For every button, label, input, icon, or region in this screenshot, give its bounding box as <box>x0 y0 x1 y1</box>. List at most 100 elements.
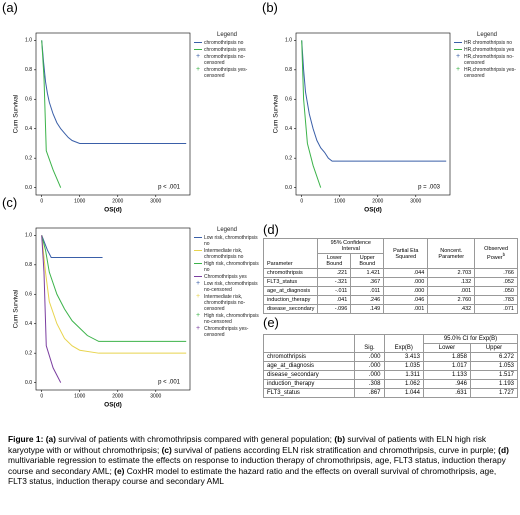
legend-marker: + <box>195 312 201 319</box>
plot-frame <box>35 227 191 391</box>
y-tick-label: 0.8 <box>25 67 32 73</box>
table-cell: .000 <box>354 370 385 380</box>
legend-swatch <box>454 42 462 43</box>
x-tick-label: 2000 <box>112 393 123 399</box>
table-cell: 1.053 <box>469 361 519 371</box>
table-d: Parameter 95% Confidence Interval Partia… <box>262 238 518 314</box>
table-cell: .071 <box>474 304 518 314</box>
table-cell: .050 <box>474 286 518 296</box>
caption-text: (e) <box>114 465 125 476</box>
legend-label: High risk, chromothripsis no-censored <box>204 313 259 325</box>
y-tick-label: 1.0 <box>25 38 32 44</box>
legend-item: Low risk, chromothripsis no <box>194 235 260 247</box>
legend-marker: + <box>455 53 461 60</box>
header: Lower Bound <box>317 253 352 269</box>
caption-text: survival of patiens according ELN risk s… <box>171 444 499 455</box>
legend-label: Intermediate risk, chromothripsis no <box>204 248 244 260</box>
table-e: Sig. Exp(B) 95.0% CI for Exp(B) Lower Upp… <box>262 334 519 398</box>
x-tick-label: 0 <box>300 198 303 204</box>
table-cell: .044 <box>383 268 429 278</box>
y-tick-label: 0.4 <box>25 321 32 327</box>
panel-label: (b) <box>262 0 278 15</box>
header: Parameter <box>262 238 319 269</box>
legend-title: Legend <box>476 32 498 38</box>
caption-text: survival of patients with chromothripsis… <box>55 434 335 444</box>
header: 95% Confidence Interval <box>317 238 385 254</box>
table-cell: disease_secondary <box>262 304 319 314</box>
table-cell: .149 <box>350 304 385 314</box>
legend-label: HR,chromothripsis yes <box>464 47 515 53</box>
legend-title: Legend <box>216 32 238 38</box>
table-cell: .867 <box>354 388 385 398</box>
table-cell: 1.311 <box>383 370 424 380</box>
table-cell: 1.193 <box>469 379 519 389</box>
table-cell: age_at_diagnosis <box>262 361 356 371</box>
table-cell: chromothripsis <box>262 268 319 278</box>
legend-item: + HR,chromothripsis no-censored <box>454 53 520 66</box>
legend-label: chromothripsis yes-censored <box>204 67 248 79</box>
table-cell: induction_therapy <box>262 379 356 389</box>
table-cell: -.096 <box>317 304 352 314</box>
table-cell: 1.017 <box>422 361 471 371</box>
legend-label: HR,chromothripsis no-censored <box>464 54 514 66</box>
y-tick-label: 0.6 <box>285 97 292 103</box>
legend-item: + chromothripsis yes-censored <box>194 66 260 79</box>
legend-item: + High risk, chromothripsis no-censored <box>194 312 260 325</box>
caption-text: (a) <box>45 434 56 444</box>
legend-label: High risk, chromothripsis no <box>204 261 259 273</box>
panel-label: (e) <box>263 315 279 330</box>
header: Exp(B) <box>383 334 424 353</box>
caption-text: (c) <box>161 444 172 455</box>
table-row: age_at_diagnosis .000 1.035 1.017 1.053 <box>262 361 519 371</box>
x-tick-label: 1000 <box>74 393 85 399</box>
table-row: chromothripsis .000 3.413 1.858 6.272 <box>262 352 519 362</box>
table-cell: 1.727 <box>469 388 519 398</box>
legend-swatch <box>194 237 202 238</box>
header <box>262 334 356 353</box>
x-tick-label: 0 <box>40 393 43 399</box>
table-cell: .000 <box>354 352 385 362</box>
table-cell: FLT3_status <box>262 277 319 287</box>
header: Noncent. Parameter <box>427 238 476 269</box>
table-cell: 1.133 <box>422 370 471 380</box>
table-cell: .221 <box>317 268 352 278</box>
header-text: Observed Power <box>484 246 509 261</box>
legend-marker: + <box>195 53 201 60</box>
legend-label: Low risk, chromothripsis no <box>204 235 258 247</box>
table-cell: .783 <box>474 295 518 305</box>
legend-item: + HR,chromothripsis yes-censored <box>454 66 520 79</box>
table-cell: .052 <box>474 277 518 287</box>
table-cell: 1.517 <box>469 370 519 380</box>
table-cell: FLT3_status <box>262 388 356 398</box>
y-axis-label: Cum Survival <box>273 94 280 133</box>
table-cell: 6.272 <box>469 352 519 362</box>
x-tick-label: 2000 <box>112 198 123 204</box>
legend-marker: + <box>195 66 201 73</box>
table-cell: .432 <box>427 304 476 314</box>
legend-item: HR,chromothripsis yes <box>454 47 520 53</box>
table-cell: .246 <box>350 295 385 305</box>
survival-curve <box>41 235 187 342</box>
legend: Legend Low risk, chromothripsis no Interme… <box>194 227 260 339</box>
table-cell: 1.421 <box>350 268 385 278</box>
y-axis-label: Cum Survival <box>13 289 20 328</box>
y-tick-label: 0.4 <box>285 126 292 132</box>
table-row: chromothripsis .221 1.421.044 2.703.766 <box>262 268 518 278</box>
table-cell: .367 <box>350 277 385 287</box>
legend-label: chromothripsis yes <box>204 47 246 53</box>
table-cell: chromothripsis <box>262 352 356 362</box>
table-cell: .631 <box>422 388 471 398</box>
caption-text: multivariable regression to estimate the… <box>8 455 506 476</box>
chart: 0.0 0.2 0.4 0.6 0.8 1.0 0 1000 2000 3000 Cum Survi… <box>13 227 191 409</box>
table-cell: 3.413 <box>383 352 424 362</box>
y-tick-label: 1.0 <box>25 233 32 239</box>
table-cell: disease_secondary <box>262 370 356 380</box>
x-tick-label: 3000 <box>150 393 161 399</box>
x-axis-label: OS(d) <box>104 207 122 214</box>
x-axis-label: OS(d) <box>364 207 382 214</box>
legend-swatch <box>194 42 202 43</box>
note: b <box>502 252 506 258</box>
legend-swatch <box>454 49 462 50</box>
y-tick-label: 0.0 <box>25 380 32 386</box>
annotation: p < .001 <box>158 185 181 191</box>
